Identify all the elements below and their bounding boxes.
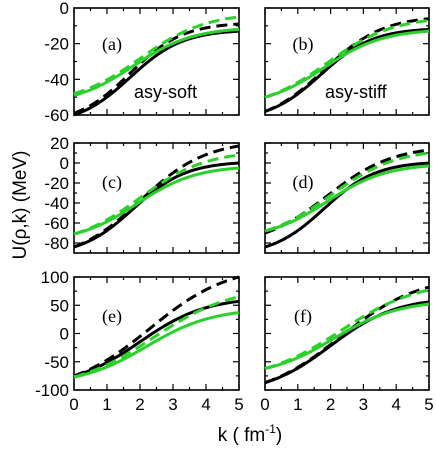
panel-a-curve-black-dashed <box>73 22 240 115</box>
panel-c-label: (c) <box>102 172 122 193</box>
panel-f-xtick-label: 2 <box>326 395 335 414</box>
panel-a-ytick-label: -60 <box>44 106 69 125</box>
panel-f-curve-green-solid <box>264 302 430 370</box>
panel-a-curve-green-dashed <box>73 15 240 96</box>
panel-e-curve-black-dashed <box>73 275 240 378</box>
panel-b-curve-green-solid <box>264 29 430 99</box>
x-axis-title-sup: -1 <box>265 422 276 436</box>
panel-a-ytick-label: 0 <box>60 0 69 18</box>
panel-a: 0 -20 -40 -60 (a) asy-soft <box>44 0 240 125</box>
panel-c-ytick-label: 0 <box>60 154 69 173</box>
panel-e-ytick-label: 50 <box>50 296 69 315</box>
panel-a-ytick-label: -20 <box>44 35 69 54</box>
panel-e-ytick-label: -50 <box>44 353 69 372</box>
panel-e-label: (e) <box>102 306 122 327</box>
panel-d-curve-black-solid <box>264 161 430 249</box>
panels: 0-20-40-60(a)asy-soft(b)asy-stiff200-20-… <box>35 0 434 414</box>
panel-c-ytick-label: -60 <box>44 214 69 233</box>
panel-f-xtick-label: 3 <box>359 395 368 414</box>
panel-e-xtick-label: 3 <box>168 395 177 414</box>
panel-a-curve-black-solid <box>73 29 240 117</box>
panel-e-frame <box>73 276 240 391</box>
panel-e-xtick-label: 1 <box>102 395 111 414</box>
panel-d-curve-green-solid <box>264 164 430 233</box>
panel-c-ytick-label: -20 <box>44 174 69 193</box>
panel-e-xtick-label: 0 <box>69 395 78 414</box>
panel-d-curve-black-dashed <box>264 148 430 235</box>
panel-c-curve-black-dashed <box>73 144 240 249</box>
panel-e-xtick-label: 5 <box>234 395 243 414</box>
panel-f-xtick-label: 0 <box>260 395 269 414</box>
panel-e-ytick-label: -100 <box>35 381 69 400</box>
panel-f-xtick-label: 4 <box>391 395 400 414</box>
panel-b-label: (b) <box>293 34 314 55</box>
panel-f-label: (f) <box>294 306 312 327</box>
panel-b-curve-green-dashed <box>264 18 430 99</box>
panel-f-curve-green-dashed <box>264 288 430 370</box>
panel-f: 0 1 2 3 4 5 (f) <box>260 276 434 414</box>
panel-a-ytick-label: -40 <box>44 70 69 89</box>
panel-c-curve-black-solid <box>73 161 240 249</box>
x-axis-title-close: ) <box>276 425 282 446</box>
panel-b-annotation: asy-stiff <box>325 82 388 102</box>
panel-d: (d) <box>264 142 430 254</box>
panel-e-curve-green-dashed <box>73 295 240 379</box>
panel-a-annotation: asy-soft <box>134 82 197 102</box>
panel-c-curve-green-dashed <box>73 153 240 236</box>
panel-b: (b) asy-stiff <box>264 7 430 116</box>
panel-d-curve-green-dashed <box>264 151 430 233</box>
panel-c-ytick-label: 20 <box>50 134 69 153</box>
x-axis-title: k ( fm-1) <box>218 422 283 446</box>
x-axis-title-main: k ( fm <box>218 425 266 446</box>
panel-c-ytick-label: -80 <box>44 234 69 253</box>
panel-c-curve-green-solid <box>73 166 240 236</box>
panel-e-xtick-label: 2 <box>135 395 144 414</box>
panel-e-curve-green-solid <box>73 311 240 379</box>
panel-f-xtick-label: 5 <box>424 395 433 414</box>
panel-c: 200-20-40-60-80 (c) <box>44 134 240 254</box>
panel-f-xtick-label: 1 <box>293 395 302 414</box>
panel-e-xtick-label: 4 <box>201 395 210 414</box>
panel-e-ytick-label: 100 <box>41 268 69 287</box>
panel-a-label: (a) <box>102 34 122 55</box>
panel-d-label: (d) <box>293 172 314 193</box>
panel-a-curve-green-solid <box>73 27 240 97</box>
y-axis-title: U(ρ,k) (MeV) <box>10 151 31 260</box>
panel-e-ytick-label: 0 <box>60 325 69 344</box>
panel-c-ytick-label: -40 <box>44 194 69 213</box>
